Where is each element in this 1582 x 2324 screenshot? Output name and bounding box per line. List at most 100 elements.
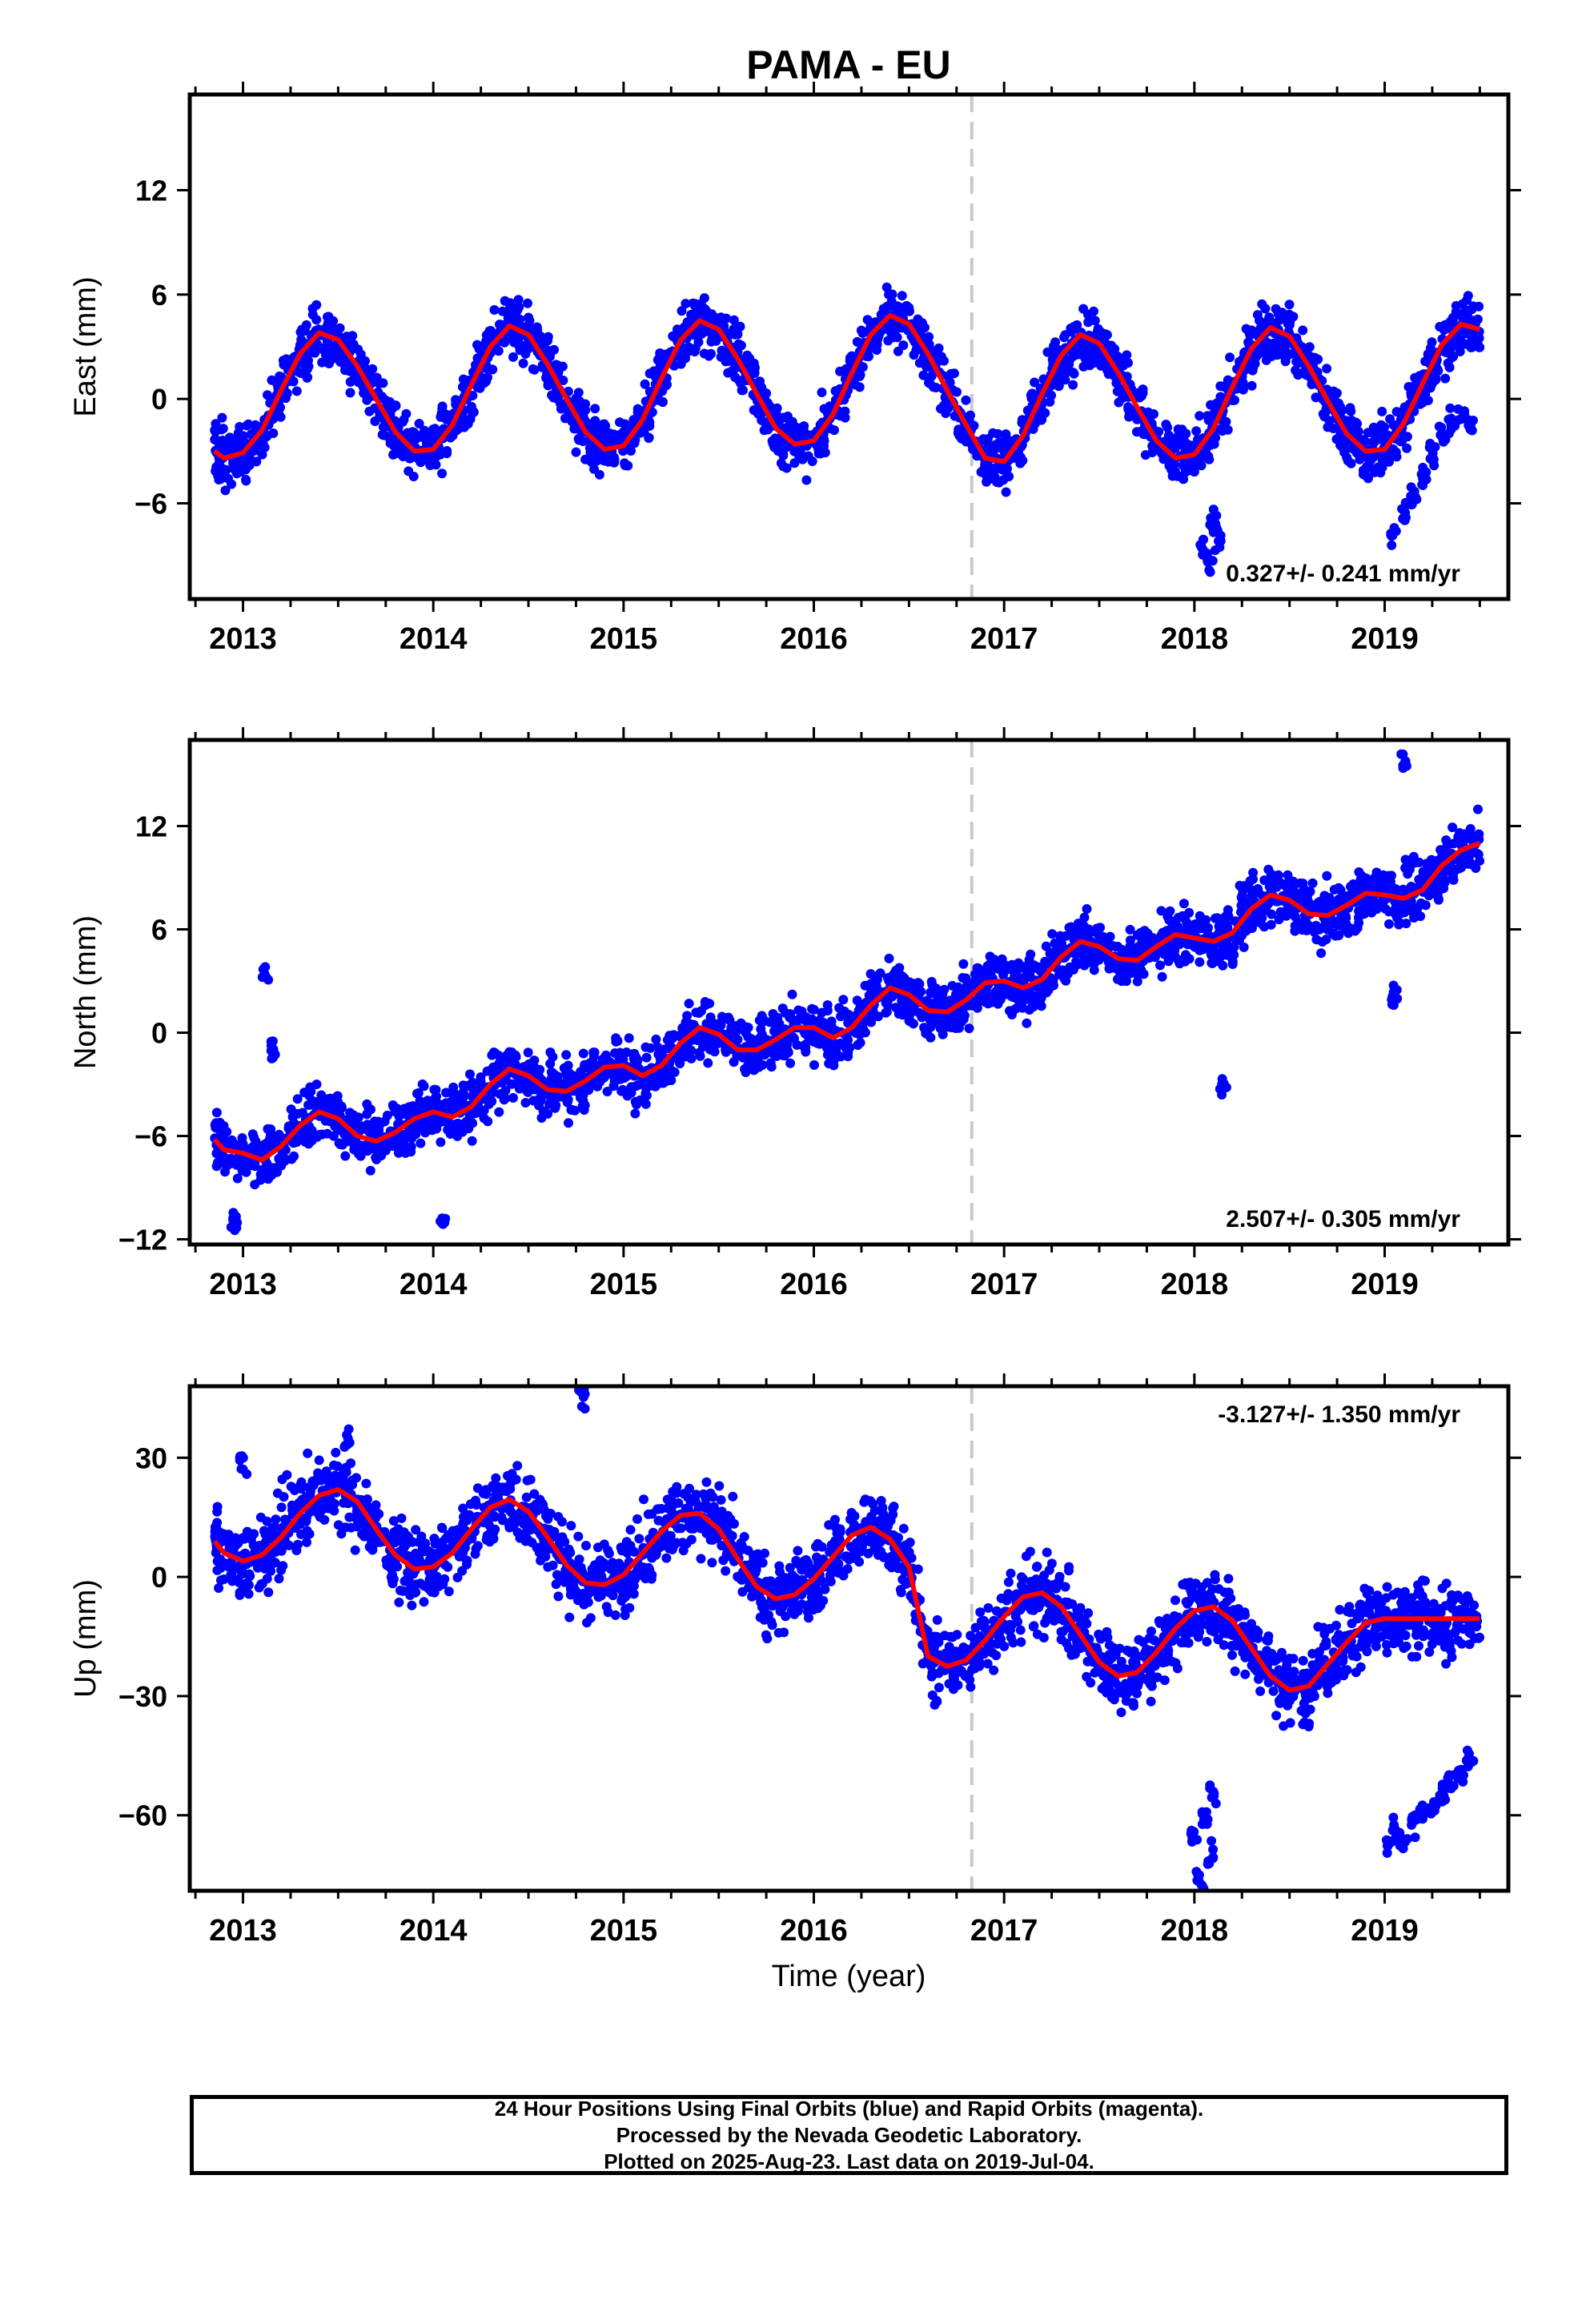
data-point	[449, 1120, 460, 1130]
data-point	[757, 1011, 767, 1021]
data-point	[1376, 420, 1387, 430]
data-point	[1440, 875, 1450, 886]
data-point	[991, 987, 1001, 997]
data-point	[602, 1087, 612, 1096]
data-point	[437, 468, 448, 479]
data-point	[647, 407, 657, 417]
data-point	[1271, 350, 1282, 360]
data-point	[520, 1098, 531, 1108]
data-point	[1059, 369, 1070, 379]
chart-title: PAMA - EU	[746, 42, 951, 87]
data-point	[798, 1041, 809, 1051]
data-point	[508, 304, 519, 315]
data-point	[1201, 452, 1211, 461]
data-point	[1436, 422, 1447, 432]
data-point	[291, 386, 302, 396]
data-point	[543, 1108, 553, 1119]
data-point	[365, 1165, 375, 1176]
data-point	[465, 1069, 475, 1080]
data-point	[223, 473, 233, 484]
data-point	[1402, 432, 1412, 442]
data-point	[1067, 930, 1077, 940]
data-point	[741, 1022, 752, 1032]
data-point	[420, 425, 429, 436]
data-point	[476, 1072, 486, 1082]
data-point	[449, 1088, 460, 1099]
data-point	[700, 997, 710, 1007]
data-point	[1425, 376, 1435, 386]
data-point	[1254, 887, 1263, 898]
data-point	[1463, 291, 1473, 301]
data-point	[1132, 930, 1142, 940]
data-point	[590, 404, 600, 414]
data-point	[1271, 882, 1282, 892]
data-point	[241, 474, 251, 485]
data-point	[1343, 891, 1354, 902]
data-point	[524, 316, 535, 326]
data-point	[1139, 926, 1150, 936]
data-point	[1440, 320, 1451, 330]
data-point	[548, 392, 559, 403]
data-point	[898, 997, 909, 1007]
data-point	[356, 1140, 367, 1151]
data-point	[835, 411, 845, 421]
data-point	[564, 410, 574, 420]
data-point	[1327, 919, 1338, 929]
data-point	[1164, 460, 1174, 471]
data-point	[364, 1143, 375, 1153]
data-point	[1384, 919, 1394, 929]
data-point	[499, 1095, 509, 1105]
data-point	[372, 1125, 382, 1135]
data-point	[785, 1058, 796, 1068]
data-point	[893, 1009, 904, 1019]
data-point	[1316, 948, 1327, 959]
data-point	[557, 361, 568, 372]
data-point	[1248, 362, 1259, 372]
data-point	[1283, 870, 1293, 880]
data-point	[1423, 396, 1433, 405]
data-point	[1124, 406, 1134, 416]
data-point	[220, 1167, 230, 1177]
data-point	[661, 380, 671, 391]
data-point	[1231, 935, 1242, 946]
data-point	[802, 1014, 813, 1024]
data-point	[302, 364, 312, 375]
x-tick-label: 2018	[1161, 622, 1229, 656]
data-point	[843, 1047, 853, 1058]
north-panel: 2013 2014 2015 2016 2017 2018 2019−12−60612Nor…	[69, 727, 1521, 1301]
data-point	[881, 282, 892, 292]
data-point	[657, 1075, 668, 1085]
data-point	[930, 998, 940, 1008]
data-point	[1155, 960, 1165, 971]
data-point	[1346, 458, 1356, 468]
data-point	[1007, 1010, 1017, 1019]
data-point	[335, 1140, 345, 1149]
data-point	[612, 1035, 623, 1046]
data-point	[1387, 540, 1397, 550]
data-points	[210, 749, 1485, 1236]
data-point	[650, 1081, 661, 1092]
data-point	[951, 989, 961, 999]
data-point	[733, 1035, 743, 1045]
data-point	[1215, 953, 1225, 963]
data-point	[543, 380, 553, 391]
data-point	[741, 356, 751, 367]
data-point	[289, 1151, 299, 1161]
data-point	[1218, 960, 1228, 971]
data-point	[485, 326, 496, 336]
data-point	[630, 435, 640, 445]
data-point	[1162, 911, 1173, 922]
data-point	[1428, 862, 1439, 872]
data-point	[679, 322, 689, 332]
data-point	[297, 324, 307, 335]
data-point	[1060, 330, 1070, 340]
data-point	[1125, 924, 1135, 935]
data-point	[1172, 471, 1182, 481]
data-point	[813, 444, 823, 454]
data-point	[926, 1032, 936, 1043]
data-point	[958, 959, 969, 969]
data-point	[1096, 327, 1106, 337]
data-point	[733, 339, 744, 349]
data-point	[1040, 956, 1050, 967]
